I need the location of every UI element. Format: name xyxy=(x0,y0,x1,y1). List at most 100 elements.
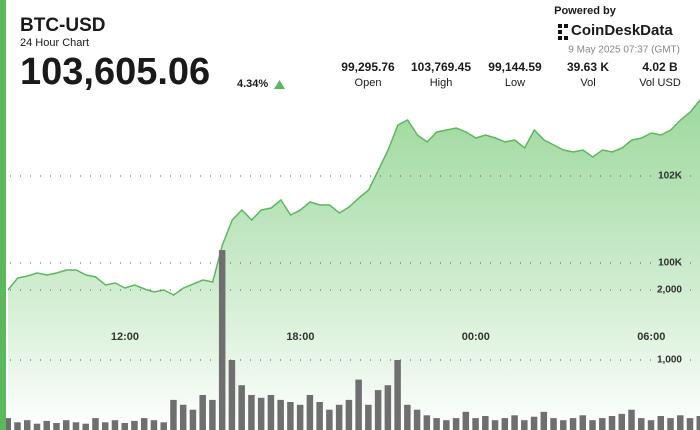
volume-bar xyxy=(179,404,187,430)
volume-bar xyxy=(511,415,518,430)
volume-bar xyxy=(530,416,538,430)
volume-bar xyxy=(452,418,460,430)
stats: 99,295.76 Open 103,769.45 High 99,144.59 Low 3… xyxy=(341,60,681,89)
up-arrow xyxy=(274,80,285,89)
stat-value: 99,295.76 xyxy=(341,60,395,74)
stat-label: Vol xyxy=(580,77,595,89)
volume-bar xyxy=(443,420,450,430)
stat-value: 103,769.45 xyxy=(411,60,471,74)
volume-bar xyxy=(287,401,294,430)
x-tick-label: 12:00 xyxy=(111,331,139,343)
volume-bar xyxy=(160,422,167,430)
plot: 100K 102K 1,000 2,000 12:00 18:00 00:00 06:00 xyxy=(0,99,700,430)
volume-bar xyxy=(355,379,362,430)
volume-bar xyxy=(23,420,31,430)
volume-bar xyxy=(218,250,226,430)
stat-label: Vol USD xyxy=(639,77,681,89)
volume-bar xyxy=(150,420,158,430)
volume-bar xyxy=(101,422,109,430)
stat-value: 99,144.59 xyxy=(488,60,542,74)
volume-bar xyxy=(4,418,11,430)
y-tick-label: 100K xyxy=(658,258,683,269)
volume-bar xyxy=(579,415,587,430)
volume-bar xyxy=(33,423,41,430)
volume-bar xyxy=(14,422,21,430)
change: 4.34% xyxy=(237,78,268,90)
volume-bar xyxy=(599,418,606,430)
volume-bar xyxy=(433,418,440,430)
brand-logo xyxy=(558,24,568,40)
volume-bar xyxy=(521,420,528,430)
volume-bar xyxy=(384,385,392,430)
powered-by: Powered by xyxy=(554,5,617,17)
accent-stripe xyxy=(0,0,6,430)
stat-label: Open xyxy=(355,77,382,89)
volume-bar xyxy=(277,399,284,430)
x-tick-label: 00:00 xyxy=(462,331,490,343)
volume-bar xyxy=(472,418,479,430)
volume-bar xyxy=(667,418,674,430)
area-fill xyxy=(8,100,700,430)
volume-bar xyxy=(618,413,626,430)
volume-bar xyxy=(43,420,50,430)
volume-bar xyxy=(628,409,635,430)
volume-bar xyxy=(423,415,431,430)
subtitle: 24 Hour Chart xyxy=(20,37,89,49)
volume-bar xyxy=(501,418,509,430)
volume-bar xyxy=(638,418,645,430)
stat-label: Low xyxy=(505,77,525,89)
price: 103,605.06 xyxy=(20,51,210,93)
volume-bar xyxy=(696,415,700,430)
volume-bar xyxy=(677,415,684,430)
volume-bar xyxy=(238,385,245,430)
volume-bar xyxy=(550,418,557,430)
stat-value: 39.63 K xyxy=(567,60,609,74)
volume-bar xyxy=(170,399,177,430)
volume-bar xyxy=(82,423,89,430)
volume-bar xyxy=(121,422,128,430)
volume-bar xyxy=(462,411,470,430)
price-line xyxy=(7,99,700,296)
volume-bar xyxy=(374,390,382,430)
volume-bar xyxy=(345,399,353,430)
volume-bar xyxy=(228,359,236,430)
volume-bar xyxy=(72,422,80,430)
volume-bar xyxy=(267,394,275,430)
volume-bar xyxy=(248,394,255,430)
volume-bar xyxy=(394,359,401,430)
volume-bar xyxy=(589,420,596,430)
volume-bar xyxy=(335,404,343,430)
volume-bar xyxy=(657,415,665,430)
volume-bar xyxy=(491,420,499,430)
y-tick-label: 102K xyxy=(658,171,683,182)
x-tick-label: 06:00 xyxy=(637,331,665,343)
volume-bar xyxy=(560,420,567,430)
volume-bar xyxy=(316,401,323,430)
brand: CoinDeskData xyxy=(571,22,673,39)
volume-bar xyxy=(608,415,616,430)
stat-value: 4.02 B xyxy=(642,60,678,74)
y-tick-label: 1,000 xyxy=(657,355,682,366)
volume-bar xyxy=(189,409,197,430)
volume-bar xyxy=(131,420,138,430)
y-tick-label: 2,000 xyxy=(657,285,682,296)
volume-bar xyxy=(540,411,548,430)
stat-label: High xyxy=(430,77,453,89)
volume-bar xyxy=(92,418,99,430)
volume-bar xyxy=(365,404,372,430)
symbol: BTC-USD xyxy=(20,15,106,36)
volume-bar xyxy=(53,422,60,430)
volume-bar xyxy=(257,397,265,430)
volume-bar xyxy=(686,418,694,430)
x-tick-label: 18:00 xyxy=(286,331,314,343)
volume-bar xyxy=(647,420,655,430)
volume-bar xyxy=(199,394,206,430)
volume-bar xyxy=(482,415,489,430)
volume-bar xyxy=(306,394,314,430)
volume-bar xyxy=(326,409,333,430)
volume-bar xyxy=(296,404,304,430)
volume-bar xyxy=(111,420,119,430)
timestamp: 9 May 2025 07:37 (GMT) xyxy=(568,45,680,56)
volume-bar xyxy=(209,399,216,430)
